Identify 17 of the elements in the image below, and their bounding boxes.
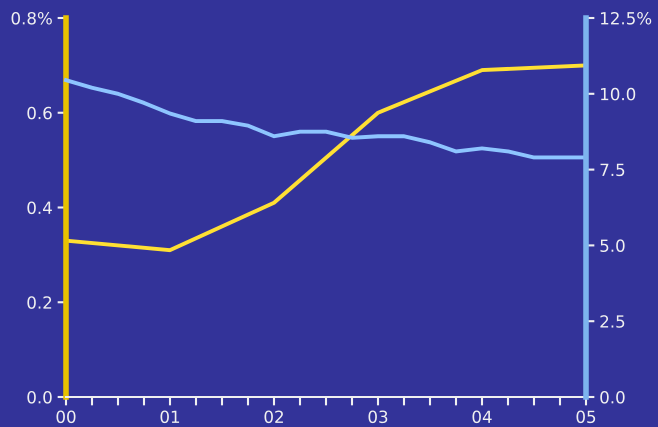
- x-tick-label: 00: [56, 410, 76, 424]
- y-tick-label: 0.0: [27, 390, 52, 404]
- y-tick-label: 0.4: [27, 201, 52, 214]
- y-tick-label: 0.2: [27, 296, 52, 309]
- x-tick-label: 03: [368, 410, 388, 424]
- x-tick-label: 05: [576, 410, 596, 424]
- x-tick-label: 01: [160, 410, 180, 424]
- y2-tick-label: 7.5: [600, 164, 624, 176]
- y2-tick-label: 0.0: [600, 390, 625, 404]
- y2-tick-label: 5.0: [600, 239, 625, 252]
- y-tick-label: 0.6: [27, 106, 52, 120]
- y2-tick-label: 12.5%: [601, 12, 652, 25]
- y2-tick-label: 10.0: [601, 88, 636, 100]
- y-tick-label: 0.8%: [12, 12, 52, 25]
- x-tick-label: 04: [472, 410, 492, 424]
- x-tick-label: 02: [264, 410, 283, 424]
- y2-tick-label: 2.5: [600, 315, 624, 328]
